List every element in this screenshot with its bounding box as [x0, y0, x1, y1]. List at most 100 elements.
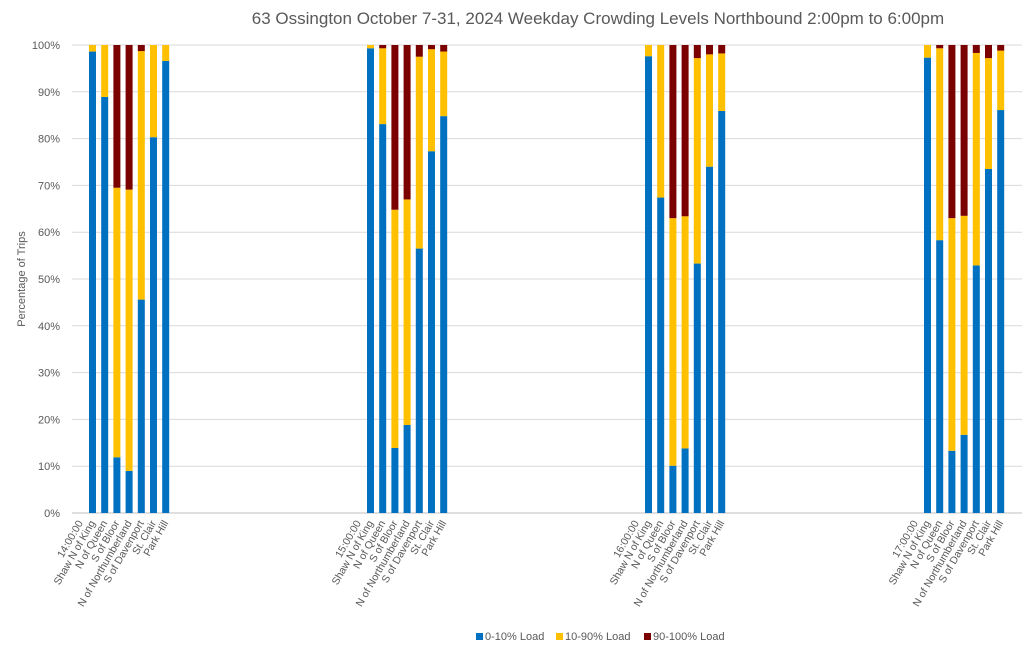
- bar-segment: [681, 448, 689, 513]
- bar-segment: [997, 110, 1005, 513]
- bar-segment: [89, 51, 96, 513]
- bar-segment: [985, 45, 992, 59]
- bar-segment: [403, 45, 411, 200]
- bar-segment: [693, 45, 701, 59]
- bar-segment: [669, 218, 677, 466]
- bar-segment: [137, 51, 145, 300]
- y-tick-label: 30%: [38, 368, 60, 380]
- legend-label: 10-90% Load: [565, 631, 630, 643]
- bar-segment: [162, 60, 170, 514]
- bar-segment: [936, 45, 944, 49]
- bar-segment: [985, 58, 992, 170]
- bar-segment: [960, 434, 968, 513]
- bar-segment: [693, 58, 701, 264]
- bar-segment: [972, 52, 980, 266]
- bar-segment: [645, 45, 652, 57]
- chart-title: 63 Ossington October 7-31, 2024 Weekday …: [252, 9, 944, 28]
- bar-segment: [125, 470, 133, 513]
- y-tick-label: 70%: [38, 180, 60, 192]
- bar-segment: [948, 45, 956, 219]
- bar-segment: [718, 110, 726, 513]
- bar-segment: [706, 54, 713, 167]
- bar-segment: [645, 56, 652, 514]
- bar-segment: [706, 166, 713, 513]
- bar-segment: [415, 248, 423, 513]
- bar-segment: [379, 48, 387, 125]
- bar-segment: [936, 48, 944, 241]
- legend-swatch: [476, 633, 483, 640]
- bar-segment: [113, 45, 121, 188]
- bar-segment: [150, 137, 157, 514]
- y-tick-label: 60%: [38, 227, 60, 239]
- bar-segment: [113, 187, 121, 458]
- bar-segment: [948, 450, 956, 513]
- bar-segment: [428, 45, 435, 50]
- bar-segment: [440, 51, 448, 117]
- bar-segment: [428, 151, 435, 513]
- bar-segment: [113, 457, 121, 513]
- legend-label: 0-10% Load: [485, 631, 544, 643]
- y-tick-label: 100%: [32, 40, 60, 52]
- bar-segment: [137, 45, 145, 52]
- bar-segment: [972, 45, 980, 53]
- bar-segment: [101, 45, 109, 97]
- bar-segment: [657, 45, 665, 198]
- bar-segment: [403, 199, 411, 426]
- y-tick-label: 40%: [38, 321, 60, 333]
- bar-segment: [391, 45, 399, 210]
- y-axis-label: Percentage of Trips: [16, 231, 28, 327]
- legend-swatch: [556, 633, 563, 640]
- bar-segment: [960, 215, 968, 435]
- bar-segment: [367, 45, 374, 49]
- bar-segment: [936, 240, 944, 513]
- bar-segment: [960, 45, 968, 216]
- bar-segment: [681, 216, 689, 449]
- bar-segment: [428, 49, 435, 152]
- bar-segment: [440, 45, 448, 52]
- bar-segment: [681, 45, 689, 217]
- bar-segment: [415, 45, 423, 57]
- bar-segment: [985, 169, 992, 513]
- bar-segment: [924, 45, 931, 58]
- bar-segment: [924, 57, 931, 514]
- bars: [89, 45, 1005, 514]
- bar-segment: [391, 209, 399, 448]
- bar-segment: [718, 53, 726, 111]
- bar-segment: [367, 48, 374, 513]
- legend: 0-10% Load 10-90% Load 90-100% Load: [476, 631, 725, 643]
- bar-segment: [440, 116, 448, 514]
- bar-segment: [997, 45, 1005, 51]
- y-tick-label: 80%: [38, 134, 60, 146]
- gridlines: [72, 44, 1022, 514]
- bar-segment: [693, 263, 701, 513]
- legend-label: 90-100% Load: [653, 631, 725, 643]
- bar-segment: [997, 50, 1005, 111]
- bar-segment: [669, 45, 677, 219]
- bar-segment: [972, 265, 980, 513]
- bar-segment: [137, 299, 145, 513]
- bar-segment: [125, 45, 133, 190]
- bar-segment: [379, 124, 387, 513]
- bar-segment: [669, 465, 677, 513]
- y-tick-label: 20%: [38, 414, 60, 426]
- y-tick-label: 50%: [38, 274, 60, 286]
- bar-segment: [150, 45, 157, 138]
- y-tick-label: 10%: [38, 461, 60, 473]
- bar-segment: [415, 56, 423, 249]
- bar-segment: [101, 96, 109, 513]
- bar-segment: [125, 189, 133, 471]
- bar-segment: [718, 45, 726, 54]
- y-tick-label: 0%: [44, 508, 60, 520]
- bar-segment: [657, 197, 665, 513]
- legend-swatch: [644, 633, 651, 640]
- bar-segment: [706, 45, 713, 55]
- y-axis-ticks: 0% 10% 20% 30% 40% 50% 60% 70% 80% 90% 100%: [32, 40, 60, 520]
- bar-segment: [391, 447, 399, 513]
- bar-segment: [89, 45, 96, 52]
- bar-segment: [403, 425, 411, 513]
- bar-segment: [379, 45, 387, 49]
- y-tick-label: 90%: [38, 87, 60, 99]
- bar-segment: [162, 45, 170, 61]
